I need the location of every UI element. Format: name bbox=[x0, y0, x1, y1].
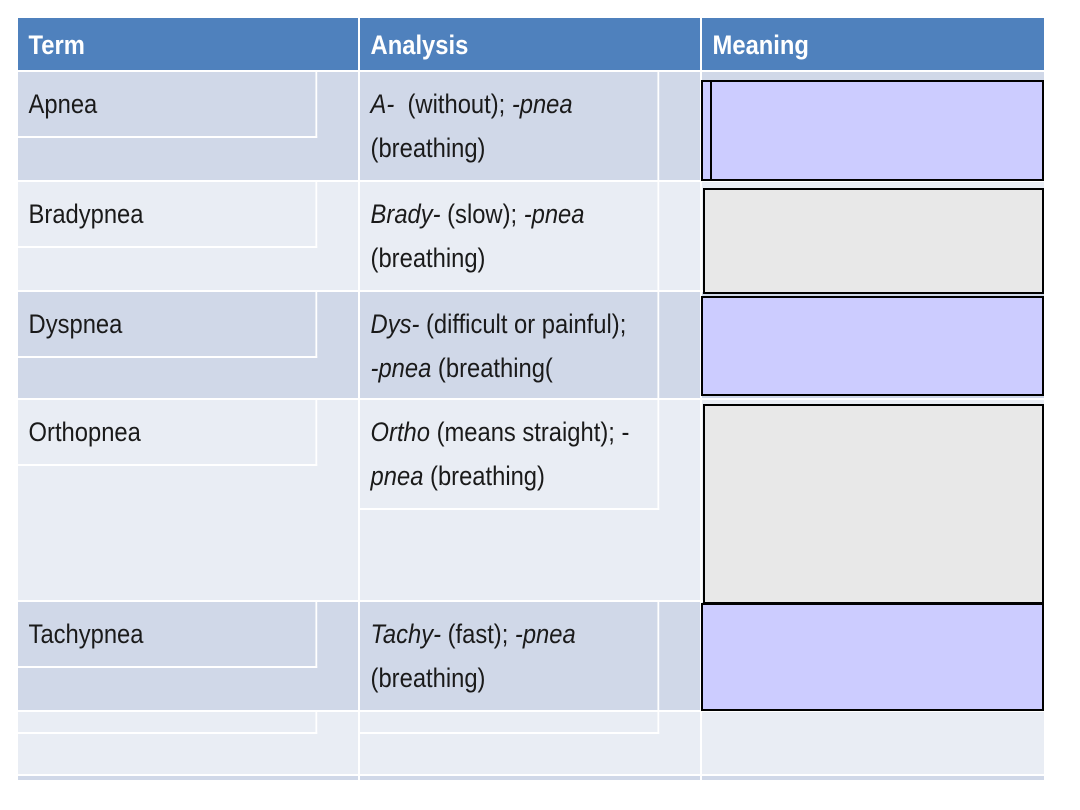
table-row-partial bbox=[18, 776, 1044, 782]
analysis-prefix: A- bbox=[370, 89, 395, 119]
analysis-suffix: -pnea bbox=[514, 619, 576, 649]
term-cell: Bradypnea bbox=[18, 182, 318, 248]
header-term: Term bbox=[28, 30, 85, 60]
analysis-suffix: -pnea bbox=[370, 353, 432, 383]
term-cell: Apnea bbox=[18, 72, 318, 138]
analysis-cell: Tachy- (fast); -pnea (breathing) bbox=[360, 602, 660, 710]
header-meaning: Meaning bbox=[712, 30, 809, 60]
term-cell: Orthopnea bbox=[18, 400, 318, 466]
meaning-field-apnea[interactable] bbox=[701, 80, 1044, 181]
analysis-prefix: Ortho bbox=[370, 417, 430, 447]
analysis-prefix-gloss: (slow); bbox=[440, 199, 524, 229]
analysis-suffix: -pnea bbox=[511, 89, 573, 119]
analysis-prefix-gloss: (difficult or painful); bbox=[419, 309, 633, 339]
analysis-cell bbox=[360, 712, 660, 734]
analysis-cell: A- (without); -pnea (breathing) bbox=[360, 72, 660, 180]
table-header-row: Term Analysis Meaning bbox=[18, 18, 1044, 72]
term-cell: Tachypnea bbox=[18, 602, 318, 668]
analysis-cell: Dys- (difficult or painful); -pnea (brea… bbox=[360, 292, 660, 398]
analysis-suffix-gloss: (breathing) bbox=[370, 133, 486, 163]
text-cursor-line bbox=[710, 80, 712, 181]
analysis-suffix-gloss: (breathing( bbox=[431, 353, 553, 383]
analysis-prefix-gloss: (without); bbox=[394, 89, 512, 119]
term-cell: Dyspnea bbox=[18, 292, 318, 358]
meaning-field-orthopnea[interactable] bbox=[703, 404, 1044, 604]
analysis-prefix-gloss: (fast); bbox=[441, 619, 515, 649]
analysis-cell: Brady- (slow); -pnea (breathing) bbox=[360, 182, 660, 290]
term-cell bbox=[18, 712, 318, 734]
analysis-prefix: Tachy- bbox=[370, 619, 442, 649]
analysis-prefix: Brady- bbox=[370, 199, 441, 229]
meaning-field-tachypnea[interactable] bbox=[701, 603, 1044, 711]
analysis-suffix-gloss: (breathing) bbox=[370, 663, 486, 693]
table-row: Apnea A- (without); -pnea (breathing) bbox=[18, 72, 1044, 182]
header-analysis: Analysis bbox=[370, 30, 469, 60]
analysis-cell: Ortho (means straight); - pnea (breathing… bbox=[360, 400, 660, 510]
analysis-prefix-gloss: (means straight); - bbox=[429, 417, 630, 447]
table-row bbox=[18, 712, 1044, 776]
meaning-field-dyspnea[interactable] bbox=[701, 296, 1044, 396]
meaning-field-bradypnea[interactable] bbox=[703, 188, 1044, 294]
analysis-suffix-gloss: (breathing) bbox=[423, 461, 545, 491]
analysis-suffix: pnea bbox=[370, 461, 424, 491]
analysis-prefix: Dys- bbox=[370, 309, 420, 339]
analysis-suffix-gloss: (breathing) bbox=[370, 243, 486, 273]
analysis-suffix: -pnea bbox=[523, 199, 585, 229]
